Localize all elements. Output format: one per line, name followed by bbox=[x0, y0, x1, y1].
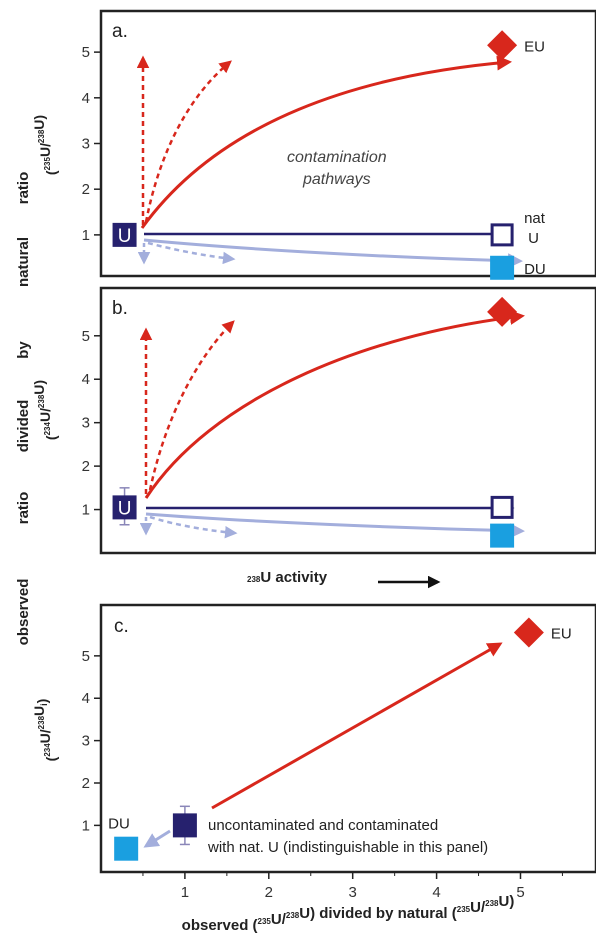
y-tick-label: 4 bbox=[82, 690, 90, 707]
panel-a-y-axis: 1 2 3 4 5 bbox=[82, 44, 101, 244]
y-tick-label: 4 bbox=[82, 90, 90, 107]
nat-u-marker bbox=[172, 813, 197, 838]
panel-a-frame bbox=[99, 9, 596, 278]
panel-b-y-axis-label: (234U/238U) bbox=[31, 380, 59, 440]
du-marker bbox=[490, 523, 515, 548]
x-tick-label: 5 bbox=[516, 884, 524, 901]
x-tick-label: 1 bbox=[181, 884, 189, 901]
y-tick-label: 3 bbox=[82, 733, 90, 750]
panel-c-x-axis: 1 2 3 4 5 bbox=[142, 872, 563, 901]
x-tick-label: 4 bbox=[432, 884, 440, 901]
side-label-word: ratio bbox=[15, 172, 32, 205]
du-label: DU bbox=[524, 261, 546, 278]
pathway-du-curve bbox=[143, 238, 523, 269]
eu-label: EU bbox=[551, 626, 572, 643]
eu-marker bbox=[487, 296, 518, 327]
nat-u-label-line2: U bbox=[528, 230, 539, 247]
du-marker bbox=[114, 836, 139, 861]
contamination-annotation-line1: contamination bbox=[287, 149, 387, 166]
pathway-red-dashed-diagonal-b bbox=[148, 320, 235, 491]
y-tick-label: 3 bbox=[82, 136, 90, 153]
panel-b-markers: U bbox=[112, 296, 518, 548]
panel-b-frame bbox=[99, 286, 596, 555]
panel-c-frame bbox=[99, 603, 596, 874]
pathway-red-dashed-diagonal bbox=[144, 60, 232, 223]
nat-u-marker bbox=[490, 223, 514, 247]
y-tick-label: 2 bbox=[82, 458, 90, 475]
panel-b-y-axis: 1 2 3 4 5 bbox=[82, 328, 101, 519]
panel-c-y-axis: 1 2 3 4 5 bbox=[82, 648, 101, 834]
side-label-word: ratio bbox=[15, 492, 32, 525]
side-label-word: by bbox=[15, 341, 32, 359]
contamination-annotation-line2: pathways bbox=[302, 171, 371, 188]
panel-b: b. 1 2 3 4 5 (234U/238U) U bbox=[31, 286, 596, 555]
eu-label: EU bbox=[524, 38, 545, 55]
u-marker-label: U bbox=[118, 226, 132, 247]
panel-a-y-axis-label: (235U/238U) bbox=[31, 115, 59, 175]
y-tick-label: 5 bbox=[82, 328, 90, 345]
eu-marker bbox=[513, 617, 544, 648]
eu-marker bbox=[487, 30, 518, 61]
panel-b-letter: b. bbox=[112, 298, 128, 319]
y-tick-label: 5 bbox=[82, 648, 90, 665]
pathway-du-curve-b bbox=[145, 512, 525, 539]
u-marker bbox=[112, 222, 137, 247]
y-tick-label: 2 bbox=[82, 775, 90, 792]
y-tick-label: 2 bbox=[82, 181, 90, 198]
y-tick-label: 5 bbox=[82, 44, 90, 61]
panel-a: a. 1 2 3 4 5 (235U/238U) contamination pathw… bbox=[31, 9, 596, 280]
y-tick-label: 1 bbox=[82, 227, 90, 244]
panel-c-letter: c. bbox=[114, 616, 129, 637]
panel-c: c. 1 2 3 4 5 1 2 3 4 5 (234U/238Ui) observed (23… bbox=[31, 603, 596, 934]
du-marker bbox=[490, 255, 515, 280]
panel-c-markers: EU DU bbox=[108, 617, 572, 861]
observed-ratio-side-label: observed ratio divided by natural ratio bbox=[15, 172, 32, 646]
y-tick-label: 4 bbox=[82, 371, 90, 388]
du-trajectory-arrow bbox=[143, 829, 171, 848]
nat-u-note-line2: with nat. U (indistinguishable in this p… bbox=[207, 839, 488, 856]
u-marker-label: U bbox=[118, 498, 132, 519]
pathway-eu-curve-b bbox=[144, 309, 525, 499]
side-label-word: natural bbox=[15, 237, 32, 287]
panel-c-x-axis-label: observed (235U/238U) divided by natural … bbox=[182, 893, 515, 934]
du-label: DU bbox=[108, 816, 130, 833]
pathway-eu-curve bbox=[140, 55, 512, 229]
u-marker bbox=[112, 495, 137, 520]
panel-c-y-axis-label: (234U/238Ui) bbox=[31, 699, 59, 762]
x-tick-label: 3 bbox=[349, 884, 357, 901]
side-label-word: divided bbox=[15, 400, 32, 453]
y-tick-label: 1 bbox=[82, 502, 90, 519]
side-label-word: observed bbox=[15, 579, 32, 646]
y-tick-label: 3 bbox=[82, 415, 90, 432]
y-tick-label: 1 bbox=[82, 817, 90, 834]
panel-a-letter: a. bbox=[112, 21, 128, 42]
eu-trajectory-arrow bbox=[211, 642, 503, 810]
x-tick-label: 2 bbox=[265, 884, 273, 901]
nat-u-note-line1: uncontaminated and contaminated bbox=[208, 817, 438, 834]
nat-u-marker bbox=[490, 495, 514, 519]
activity-axis-label: 238U activity bbox=[247, 569, 328, 586]
nat-u-label: nat bbox=[524, 210, 546, 227]
